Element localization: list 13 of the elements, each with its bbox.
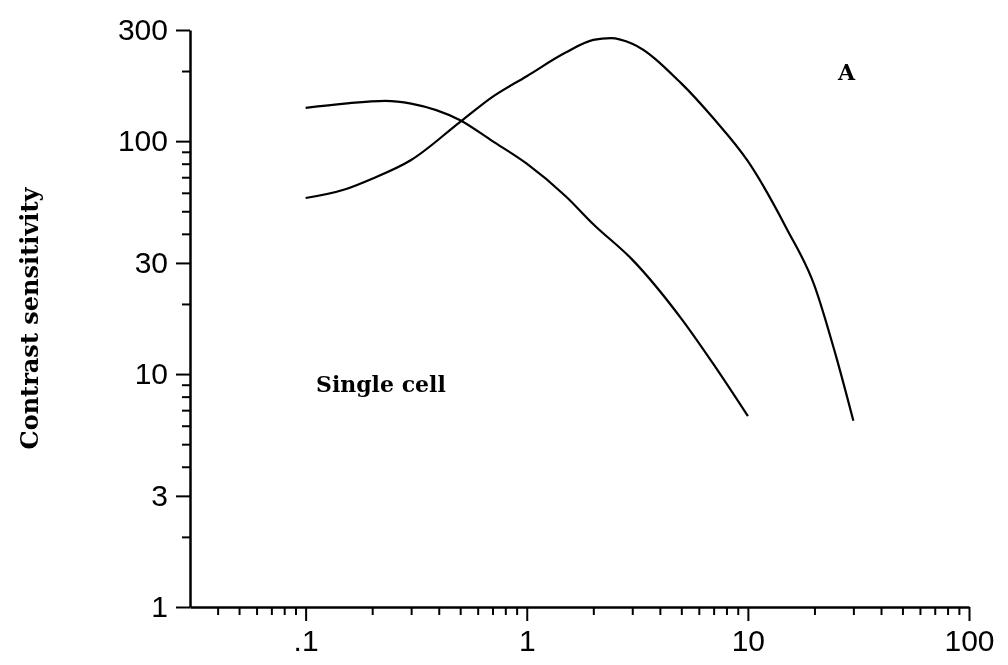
y-tick-label: 100	[117, 124, 168, 158]
y-tick-label: 300	[117, 13, 168, 47]
y-tick-label: 10	[134, 357, 168, 391]
annotation: A	[837, 59, 856, 85]
x-tick-label: .1	[293, 624, 319, 657]
x-tick-label: 100	[944, 624, 995, 657]
x-tick-label: 1	[518, 624, 536, 657]
x-tick-label: 10	[731, 624, 766, 657]
y-tick-label: 3	[151, 478, 168, 512]
y-tick-label: 30	[134, 246, 168, 280]
y-axis-title: Contrast sensitivity	[15, 186, 44, 450]
y-tick-label: 1	[151, 590, 168, 624]
annotation: Single cell	[316, 371, 446, 397]
